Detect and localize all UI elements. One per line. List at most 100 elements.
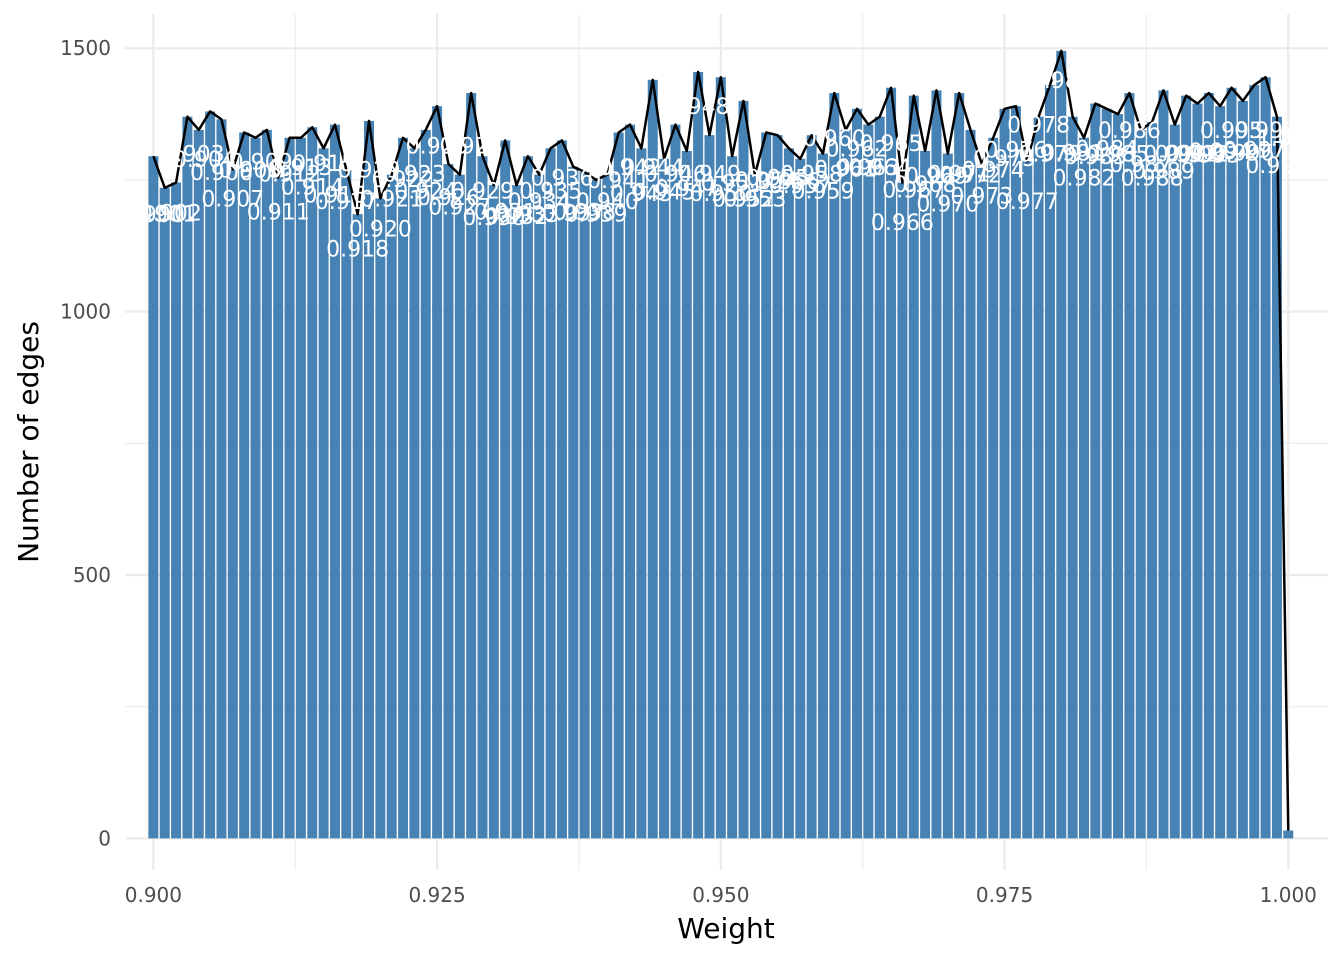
bar [602,174,613,839]
bar [1113,114,1124,839]
bar [1056,50,1067,839]
bar [1203,93,1214,839]
bar-value-label: 0.947 [655,177,718,202]
bar [398,137,409,839]
bar-value-label: 0.972 [939,164,1002,189]
bar-value-label: 0.950 [689,182,752,207]
y-axis-title: Number of edges [12,321,45,563]
bar-value-label: 0.922 [372,168,435,193]
bar-value-label: 0.997 [1223,138,1286,163]
bar-value-label: 0.907 [201,187,264,212]
bar-value-label: 0.934 [508,190,571,215]
bar-value-label: 0.917 [315,190,378,215]
bar-value-label: 0.920 [349,217,412,242]
bar [1158,90,1169,839]
bar [556,140,567,839]
bar-value-label: 0.959 [791,179,854,204]
bar-value-label: 0.908 [218,158,281,183]
bar-value-label: 0.937 [542,202,605,227]
bar-value-label: 0.968 [894,173,957,198]
bar-value-label: 0.986 [1098,119,1161,144]
bar-value-label: 0.904 [173,148,236,173]
bar [806,135,817,839]
frequency-line [152,49,1290,831]
bar [738,100,749,839]
bar [1022,161,1033,839]
bar [568,166,579,839]
bar [159,187,170,839]
bar-value-label: 0.969 [905,165,968,190]
bar-value-label: 0.942 [599,156,662,181]
bar-value-label: 0.929 [451,179,514,204]
bar-value-label: 0.932 [485,205,548,230]
bar [897,182,908,839]
bar [1135,129,1146,839]
bar-value-label: 0.987 [1109,153,1172,178]
bar [171,182,182,839]
bar [1249,85,1260,839]
bar [500,140,511,839]
x-tick-label: 0.975 [976,883,1033,907]
bar [1283,830,1294,839]
y-tick-label: 0 [98,826,111,850]
bar-value-label: 0.954 [735,169,798,194]
bar-value-label: 0.980 [1030,69,1093,94]
bar-value-label: 0.953 [723,187,786,212]
bar [625,124,636,839]
bar [1181,95,1192,839]
x-tick-label: 1.000 [1260,883,1317,907]
bar-value-label: 0.958 [780,163,843,188]
bar-value-label: 0.992 [1166,143,1229,168]
bar [284,137,295,839]
bar [817,153,828,839]
bar [965,129,976,839]
bar [477,156,488,839]
bar-value-label: 0.926 [417,186,480,211]
bar [727,156,738,839]
bar [999,108,1010,839]
x-tick-label: 0.900 [125,883,182,907]
bar [1067,116,1078,839]
x-tick-label: 0.950 [692,883,749,907]
bar-value-label: 0.989 [1132,159,1195,184]
bar [1271,116,1282,839]
bar [840,129,851,839]
bar [273,177,284,839]
bar-value-label: 0.924 [394,179,457,204]
bar [193,129,204,839]
bar [375,198,386,839]
bar-value-label: 0.946 [644,163,707,188]
bar [1192,103,1203,839]
bar-value-label: 0.993 [1177,144,1240,169]
bar-value-label: 0.995 [1200,119,1263,144]
bar-value-label: 0.925 [406,135,469,160]
bar [783,148,794,839]
bar-value-label: 0.963 [837,156,900,181]
bar [670,124,681,839]
bar [715,77,726,839]
bar [681,150,692,839]
bar [1079,137,1089,839]
bar-value-label: 0.952 [712,187,775,212]
bar-value-label: 0.945 [633,181,696,206]
bar-value-label: 0.948 [667,95,730,120]
bar-value-label: 0.951 [701,172,764,197]
bar [364,120,374,839]
bar-value-label: 0.927 [428,195,491,220]
bar-value-label: 0.955 [746,166,809,191]
bar-value-label: 0.911 [247,201,310,226]
bar-value-label: 0.961 [814,157,877,182]
bar [942,153,953,839]
bar-value-label: 0.915 [292,152,355,177]
y-tick-label: 500 [73,563,111,587]
bar [239,132,250,839]
bar [613,132,624,839]
bar [976,164,987,839]
bar-value-label: 0.979 [1018,143,1081,168]
bar [829,93,840,839]
bars [148,50,1294,839]
bar [534,174,545,839]
bar-value-label: 0.994 [1189,140,1252,165]
bar-value-label: 0.962 [826,137,889,162]
bar [250,137,261,839]
